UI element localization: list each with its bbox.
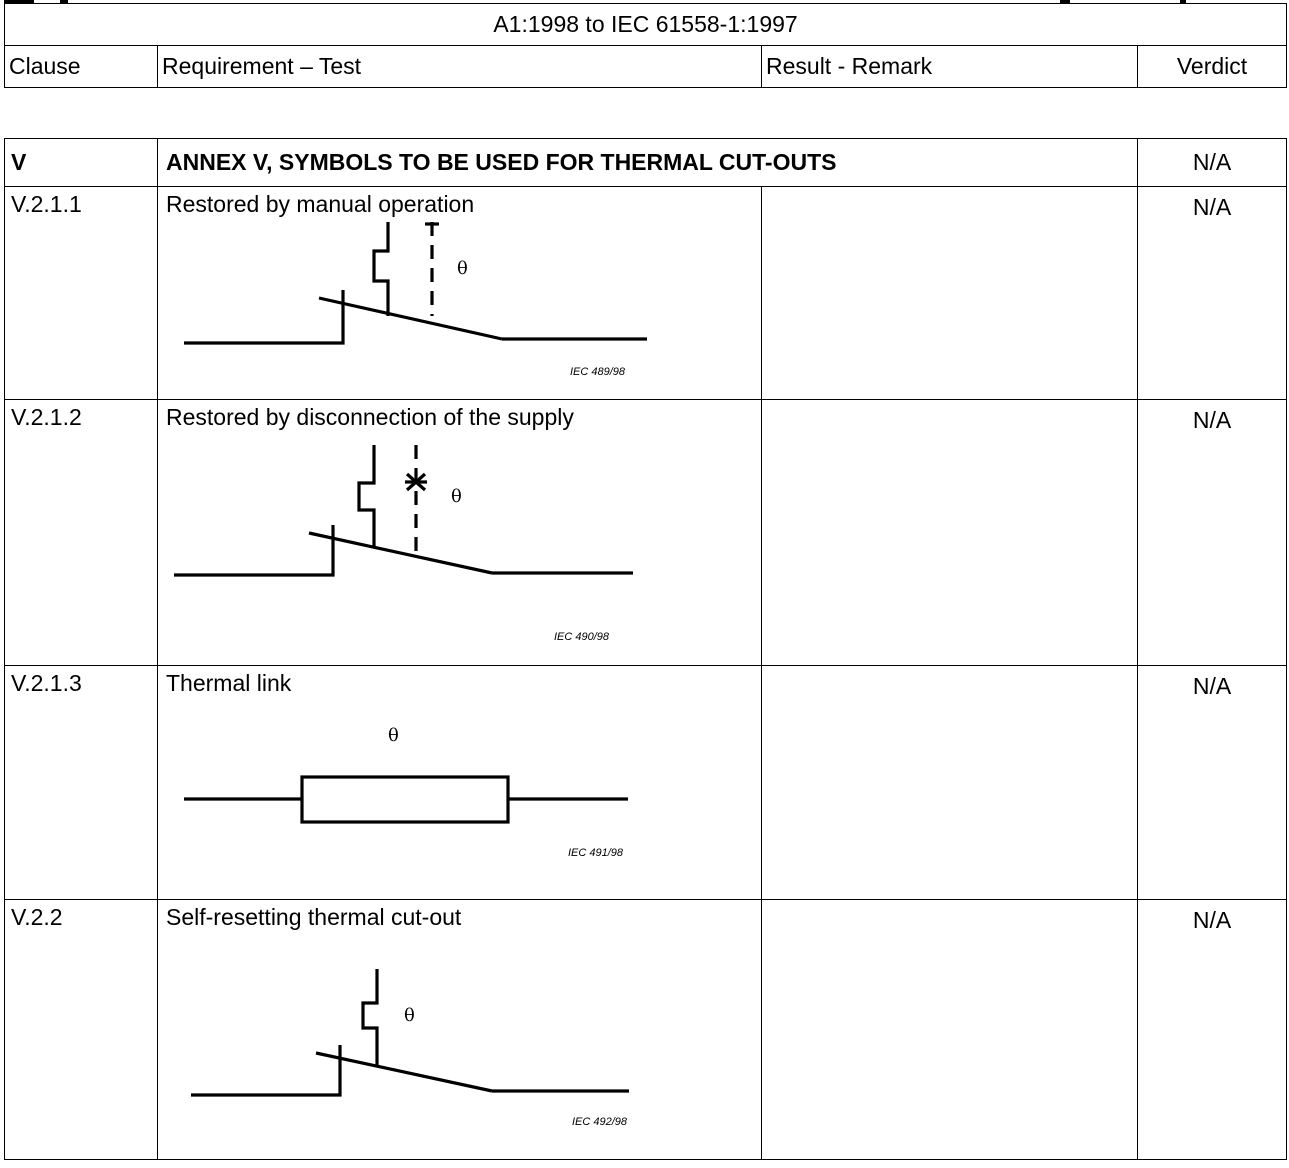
verdict-cell: N/A bbox=[1137, 186, 1288, 400]
column-header-verdict: Verdict bbox=[1136, 45, 1288, 88]
report-header-table: A1:1998 to IEC 61558-1:1997 Clause Requi… bbox=[3, 3, 1288, 88]
theta-symbol: θ bbox=[404, 1005, 415, 1026]
requirement-text: Restored by disconnection of the supply bbox=[166, 404, 574, 430]
self-resetting-cutout-symbol: θ IEC 492/98 bbox=[166, 935, 761, 1135]
figure-ref: IEC 489/98 bbox=[570, 366, 626, 378]
section-title: ANNEX V, SYMBOLS TO BE USED FOR THERMAL … bbox=[156, 138, 1139, 187]
table-row: V.2.1.2 Restored by disconnection of the… bbox=[4, 399, 1288, 666]
standard-title: A1:1998 to IEC 61558-1:1997 bbox=[3, 3, 1288, 46]
verdict-cell: N/A bbox=[1137, 899, 1288, 1160]
requirement-cell: Restored by disconnection of the supply … bbox=[157, 399, 762, 666]
figure-ref: IEC 492/98 bbox=[572, 1116, 628, 1128]
theta-symbol: θ bbox=[388, 725, 399, 746]
table-row: V.2.1.1 Restored by manual operation θ I… bbox=[4, 186, 1288, 400]
figure-ref: IEC 490/98 bbox=[554, 631, 610, 643]
annex-v-table: V ANNEX V, SYMBOLS TO BE USED FOR THERMA… bbox=[4, 138, 1288, 1160]
table-row: V.2.1.3 Thermal link θ IEC 491/98 N/A bbox=[4, 665, 1288, 900]
thermal-cutout-supply-symbol: θ IEC 490/98 bbox=[166, 435, 761, 645]
section-clause: V bbox=[4, 138, 158, 187]
verdict-cell: N/A bbox=[1137, 665, 1288, 900]
section-row: V ANNEX V, SYMBOLS TO BE USED FOR THERMA… bbox=[4, 138, 1288, 187]
figure-ref: IEC 491/98 bbox=[568, 847, 624, 859]
clause-cell: V.2.1.1 bbox=[4, 186, 158, 400]
column-header-clause: Clause bbox=[4, 45, 158, 88]
thermal-cutout-manual-symbol: θ IEC 489/98 bbox=[166, 222, 761, 392]
column-header-result: Result - Remark bbox=[761, 45, 1138, 88]
thermal-link-symbol-icon: θ IEC 491/98 bbox=[184, 725, 628, 859]
clause-cell: V.2.2 bbox=[4, 899, 158, 1160]
manual-reset-symbol-icon: θ IEC 489/98 bbox=[184, 222, 647, 378]
table-row: V.2.2 Self-resetting thermal cut-out θ I… bbox=[4, 899, 1288, 1160]
result-cell bbox=[760, 665, 1139, 900]
result-cell bbox=[760, 186, 1139, 400]
theta-symbol: θ bbox=[451, 486, 462, 507]
supply-reset-symbol-icon: θ IEC 490/98 bbox=[174, 445, 633, 643]
requirement-cell: Self-resetting thermal cut-out θ IEC 492… bbox=[157, 899, 762, 1160]
theta-symbol: θ bbox=[457, 258, 468, 279]
cropped-text-above bbox=[0, 0, 1289, 3]
requirement-cell: Restored by manual operation θ IEC 489/9… bbox=[157, 186, 762, 400]
result-cell bbox=[760, 399, 1139, 666]
result-cell bbox=[760, 899, 1139, 1160]
clause-cell: V.2.1.2 bbox=[4, 399, 158, 666]
self-resetting-symbol-icon: θ IEC 492/98 bbox=[191, 969, 629, 1128]
requirement-text: Thermal link bbox=[166, 670, 292, 696]
requirement-cell: Thermal link θ IEC 491/98 bbox=[157, 665, 762, 900]
clause-cell: V.2.1.3 bbox=[4, 665, 158, 900]
requirement-text: Self-resetting thermal cut-out bbox=[166, 904, 462, 930]
section-verdict: N/A bbox=[1137, 138, 1288, 187]
column-header-requirement: Requirement – Test bbox=[157, 45, 762, 88]
requirement-text: Restored by manual operation bbox=[166, 191, 475, 217]
verdict-cell: N/A bbox=[1137, 399, 1288, 666]
thermal-link-symbol: θ IEC 491/98 bbox=[166, 701, 761, 891]
